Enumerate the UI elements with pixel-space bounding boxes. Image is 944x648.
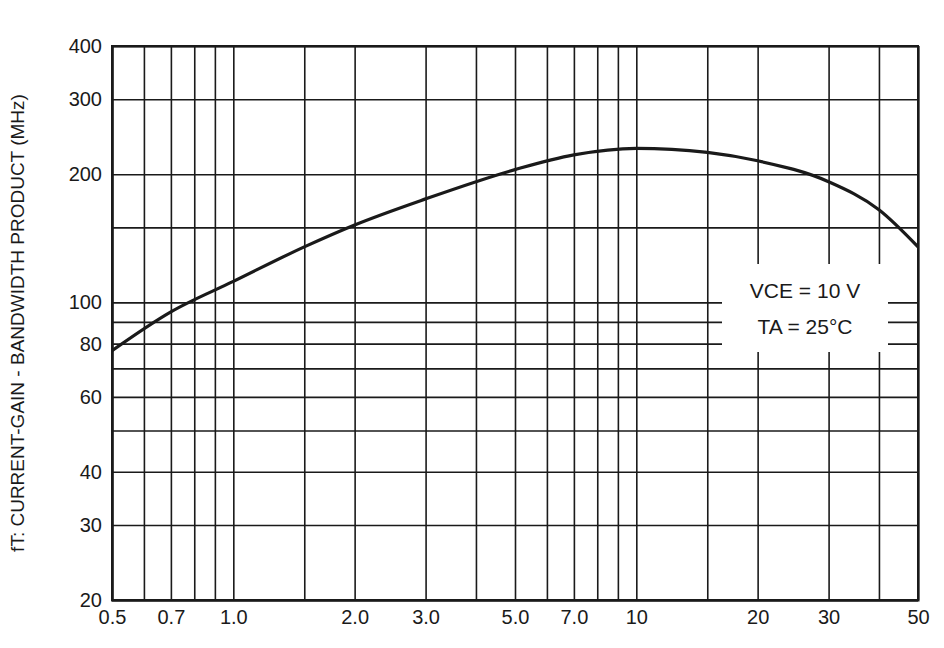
x-tick-label: 3.0 [412, 606, 440, 628]
y-tick-label: 400 [69, 35, 102, 57]
annotation-box [722, 264, 888, 352]
y-tick-label: 40 [80, 461, 102, 483]
y-tick: 300 [69, 88, 918, 110]
series-line [112, 148, 918, 350]
x-tick-label: 1.0 [220, 606, 248, 628]
x-tick: 1.0 [220, 46, 248, 628]
y-tick [112, 368, 918, 369]
series-group [112, 148, 918, 350]
annotation: VCE = 10 V TA = 25°C [722, 264, 888, 352]
y-grid-line [112, 99, 918, 101]
x-axis-line [113, 46, 919, 601]
y-grid-line [112, 368, 918, 370]
y-axis-line [113, 47, 919, 601]
annotation-text: VCE = 10 V [750, 279, 860, 302]
x-tick-label: 7.0 [560, 606, 588, 628]
y-tick-label: 100 [69, 291, 102, 313]
x-axis: 0.5 0.7 1.0 2.0 3.0 5.0 7.0 10 20 30 50 [99, 46, 930, 628]
x-tick-label: 30 [818, 606, 840, 628]
x-tick-label: 50 [907, 606, 929, 628]
y-grid-line [112, 430, 918, 432]
x-tick: 7.0 [560, 46, 588, 628]
y-tick-label: 80 [80, 333, 102, 355]
y-tick [112, 227, 918, 228]
x-tick-label: 20 [747, 606, 769, 628]
x-tick: 10 [626, 46, 648, 628]
y-grid-line [112, 174, 918, 176]
y-axis-title: fT: CURRENT-GAIN - BANDWIDTH PRODUCT (MH… [7, 94, 28, 552]
y-tick-label: 300 [69, 88, 102, 110]
y-grid-line [112, 397, 918, 399]
y-tick: 200 [69, 163, 918, 185]
x-tick-label: 0.7 [157, 606, 185, 628]
y-tick-label: 200 [69, 163, 102, 185]
x-tick: 2.0 [341, 46, 369, 628]
x-tick: 0.7 [157, 46, 185, 628]
y-axis: 20 30 40 60 80 100 200 300 400 [69, 35, 918, 611]
x-tick-label: 10 [626, 606, 648, 628]
x-tick-label: 5.0 [502, 606, 530, 628]
annotation-text: TA = 25°C [758, 315, 853, 338]
chart: 0.5 0.7 1.0 2.0 3.0 5.0 7.0 10 20 30 50 20 30 40 60 80 1… [0, 0, 944, 648]
y-tick: 30 [80, 514, 918, 536]
plot: 0.5 0.7 1.0 2.0 3.0 5.0 7.0 10 20 30 50 20 30 40 60 80 1… [69, 35, 930, 628]
y-tick: 60 [80, 386, 918, 408]
y-tick-label: 60 [80, 386, 102, 408]
x-tick-label: 2.0 [341, 606, 369, 628]
y-tick-label: 30 [80, 514, 102, 536]
y-grid-line [112, 525, 918, 527]
x-tick-label: 0.5 [99, 606, 127, 628]
y-grid-line [112, 227, 918, 229]
y-tick: 40 [80, 461, 918, 483]
x-tick: 3.0 [412, 46, 440, 628]
y-tick [112, 431, 918, 432]
y-grid-line [112, 472, 918, 474]
x-tick: 5.0 [502, 46, 530, 628]
y-tick-label: 20 [80, 589, 102, 611]
plot-frame [112, 46, 918, 600]
